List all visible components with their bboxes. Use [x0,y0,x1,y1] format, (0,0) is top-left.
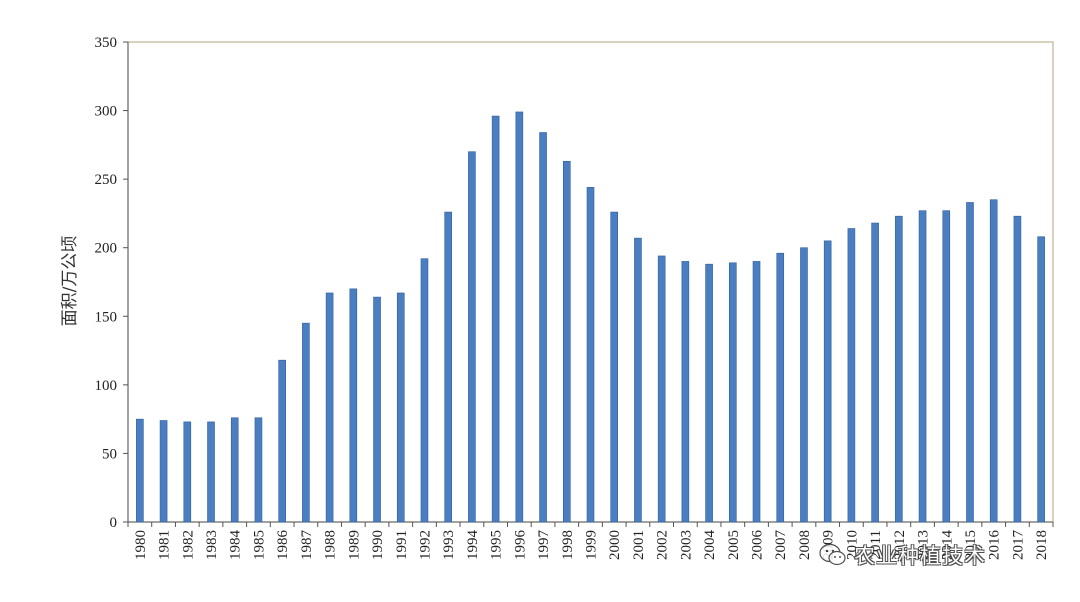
x-tick-label: 2015 [963,530,979,560]
bar-2007 [776,252,785,523]
bar-1997 [539,132,547,523]
x-tick-label: 1998 [560,530,576,560]
bar-2017 [1013,215,1022,523]
x-tick-label: 1987 [299,530,315,561]
bar-1989 [349,288,358,523]
bar-1991 [396,292,405,523]
x-tick-label: 2006 [750,530,766,561]
bar-2012 [895,215,903,523]
watermark-text: 农业种植技术 [854,544,986,568]
bar-2016 [989,199,998,523]
x-tick-label: 1988 [323,530,339,560]
x-tick-label: 1982 [180,530,196,560]
bar-2002 [657,255,666,523]
bar-2003 [681,261,690,523]
bar-1987 [302,322,310,523]
x-tick-label: 1999 [584,530,600,560]
y-axis-title: 面积/万公顷 [60,236,80,327]
x-tick-label: 2017 [1010,530,1026,561]
bar-1999 [586,187,595,523]
watermark: 农业种植技术 [818,540,986,570]
x-tick-label: 1985 [251,530,267,560]
x-tick-label: 2003 [678,530,694,560]
x-tick-label: 2013 [916,530,932,560]
bar-1983 [207,421,215,523]
x-tick-label: 2016 [987,530,1003,561]
x-tick-label: 1996 [512,530,528,561]
bar-2006 [752,261,761,523]
x-tick-label: 1993 [441,530,457,560]
x-tick-label: 1980 [133,530,149,560]
x-tick-label: 2018 [1034,530,1050,560]
x-tick-label: 2008 [797,530,813,560]
x-tick-label: 1994 [465,530,481,561]
bar-2009 [823,240,832,523]
bar-2001 [634,237,642,523]
y-tick-label: 150 [95,309,118,325]
bar-2013 [918,210,927,523]
x-tick-label: 1986 [275,530,291,561]
x-tick-label: 2000 [607,530,623,560]
bar-1988 [325,292,334,523]
x-tick-label: 2010 [844,530,860,560]
x-tick-label: 1995 [489,530,505,560]
x-tick-label: 1981 [157,530,173,560]
x-tick-label: 1991 [394,530,410,560]
bar-2018 [1037,236,1045,523]
x-tick-label: 2011 [868,530,884,559]
x-tick-label: 2014 [939,530,955,561]
y-tick-label: 200 [95,241,118,257]
y-tick-label: 50 [102,446,117,462]
x-tick-label: 2004 [702,530,718,561]
bar-1981 [159,420,168,523]
y-tick-label: 300 [95,104,118,120]
x-tick-label: 1989 [346,530,362,560]
bar-1993 [444,211,452,523]
bar-1990 [373,296,381,523]
y-tick-label: 250 [95,172,118,188]
x-tick-label: 2005 [726,530,742,560]
bar-1992 [420,258,429,523]
bar-2005 [729,262,737,523]
bar-1986 [278,359,286,523]
x-tick-label: 2012 [892,530,908,560]
x-tick-label: 1997 [536,530,552,561]
bar-1984 [230,417,239,523]
x-tick-label: 1984 [228,530,244,561]
bar-1980 [136,418,144,523]
y-tick-label: 0 [110,515,118,531]
bar-2010 [847,228,856,523]
bar-1998 [562,161,571,523]
bar-2011 [871,222,879,523]
x-tick-label: 1990 [370,530,386,560]
x-tick-label: 2001 [631,530,647,560]
bar-2015 [966,202,974,523]
x-tick-label: 1992 [417,530,433,560]
bar-1996 [515,111,524,523]
bar-2004 [705,263,713,523]
bar-2000 [610,211,619,523]
bar-1982 [183,421,192,523]
x-tick-label: 2007 [773,530,789,561]
bar-2008 [800,247,808,523]
wechat-icon [819,543,846,566]
y-tick-label: 100 [95,378,118,394]
bar-1995 [491,115,500,523]
y-tick-label: 350 [95,35,118,51]
x-tick-label: 1983 [204,530,220,560]
bar-2014 [942,210,951,523]
x-tick-label: 2002 [655,530,671,560]
bar-1994 [468,151,476,523]
bar-1985 [254,417,263,523]
